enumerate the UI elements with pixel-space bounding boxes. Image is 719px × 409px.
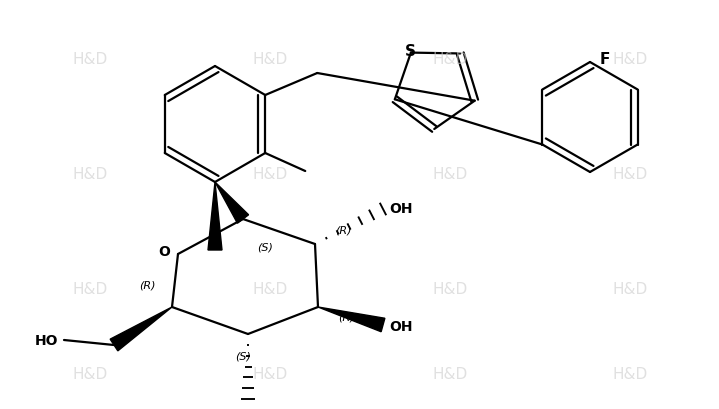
Text: H&D: H&D xyxy=(432,167,467,182)
Text: H&D: H&D xyxy=(73,366,108,382)
Text: OH: OH xyxy=(389,202,413,216)
Text: H&D: H&D xyxy=(252,282,288,297)
Text: H&D: H&D xyxy=(73,52,108,67)
Text: H&D: H&D xyxy=(613,52,648,67)
Text: H&D: H&D xyxy=(432,366,467,382)
Polygon shape xyxy=(318,307,385,332)
Text: (R): (R) xyxy=(338,312,354,322)
Text: HO: HO xyxy=(35,333,58,347)
Text: H&D: H&D xyxy=(432,52,467,67)
Text: (S): (S) xyxy=(235,351,251,361)
Text: F: F xyxy=(600,52,610,67)
Polygon shape xyxy=(215,182,249,224)
Text: H&D: H&D xyxy=(613,366,648,382)
Text: (R): (R) xyxy=(335,225,352,236)
Text: H&D: H&D xyxy=(613,282,648,297)
Text: (R): (R) xyxy=(139,280,155,290)
Text: OH: OH xyxy=(237,408,260,409)
Text: H&D: H&D xyxy=(73,282,108,297)
Text: O: O xyxy=(158,245,170,258)
Text: H&D: H&D xyxy=(432,282,467,297)
Text: H&D: H&D xyxy=(252,52,288,67)
Text: H&D: H&D xyxy=(252,366,288,382)
Text: H&D: H&D xyxy=(252,167,288,182)
Polygon shape xyxy=(208,182,222,250)
Polygon shape xyxy=(110,307,172,351)
Text: OH: OH xyxy=(389,319,413,333)
Text: (S): (S) xyxy=(257,243,273,252)
Text: S: S xyxy=(404,44,416,59)
Text: H&D: H&D xyxy=(73,167,108,182)
Text: H&D: H&D xyxy=(613,167,648,182)
